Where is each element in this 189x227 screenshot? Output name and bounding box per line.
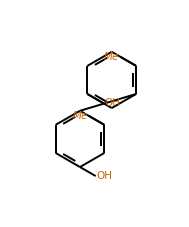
Text: OH: OH [97, 171, 113, 181]
Text: Me: Me [104, 52, 119, 62]
Text: OH: OH [104, 98, 120, 108]
Text: Me: Me [72, 111, 88, 121]
